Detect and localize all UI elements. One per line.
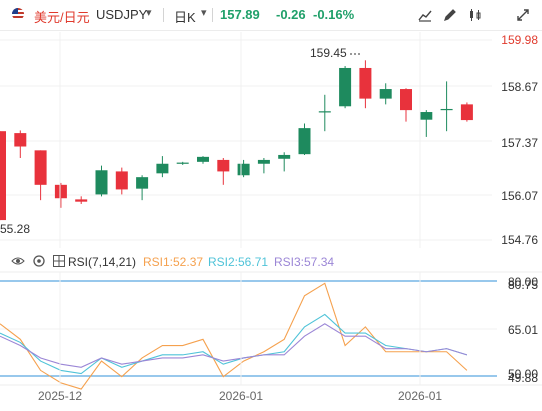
- rsi1-value: RSI1:52.37: [143, 255, 204, 269]
- chevron-down-icon[interactable]: ▾: [146, 7, 152, 19]
- pair-code[interactable]: USDJPY: [96, 7, 148, 22]
- rsi3-value: RSI3:57.34: [274, 255, 335, 269]
- indicator-name[interactable]: RSI(7,14,21): [68, 255, 137, 269]
- header-divider: [163, 8, 164, 22]
- rsi-axis-label: 49.88: [507, 371, 538, 385]
- candle-up: [379, 89, 392, 99]
- price-axis-label: 154.76: [501, 233, 538, 247]
- candle-up: [136, 177, 149, 189]
- usd-flag-icon: [12, 8, 24, 20]
- candle-down: [14, 133, 27, 147]
- header-divider-line: [0, 30, 542, 31]
- rsi1-line: [0, 282, 468, 390]
- candle-up: [318, 111, 331, 113]
- candle-up: [298, 128, 311, 155]
- rsi-axis-label: 80.75: [507, 278, 538, 292]
- fullscreen-icon[interactable]: [512, 4, 534, 26]
- candle-up: [197, 156, 209, 162]
- candle-down: [400, 89, 412, 111]
- eye-icon[interactable]: [11, 254, 25, 268]
- candle-up: [420, 112, 433, 120]
- chevron-down-icon[interactable]: ▾: [201, 7, 207, 19]
- candle-down: [75, 199, 88, 202]
- x-axis-label: 2026-01: [398, 389, 443, 403]
- last-price: 157.89: [220, 7, 260, 22]
- candle-down: [460, 104, 473, 121]
- candle-down: [217, 159, 230, 172]
- x-axis-label: 2025-12: [38, 389, 83, 403]
- candle-down: [359, 67, 372, 99]
- high-price-marker: 159.45: [310, 46, 347, 60]
- candle-down: [54, 184, 67, 199]
- rsi2-value: RSI2:56.71: [208, 255, 269, 269]
- candle-up: [156, 163, 169, 174]
- header-divider: [212, 8, 213, 22]
- candle-up: [440, 108, 453, 111]
- price-axis-label: 157.37: [501, 136, 538, 150]
- price-axis-label: 158.67: [501, 80, 538, 94]
- rsi-axis-label: 80.00: [507, 275, 538, 289]
- candle-up: [257, 159, 270, 164]
- candle-up: [278, 154, 291, 159]
- rsi-axis-label: 50.00: [507, 367, 538, 381]
- candle-up: [339, 67, 352, 107]
- period-selector[interactable]: 日K: [174, 10, 196, 25]
- pair-cn-name[interactable]: 美元/日元: [34, 10, 90, 25]
- pen-icon[interactable]: [439, 4, 461, 26]
- indicator-toolbar: RSI(7,14,21) RSI1:52.37 RSI2:56.71 RSI3:…: [0, 252, 542, 270]
- x-axis-label: 2026-01: [219, 389, 264, 403]
- price-change: -0.26: [276, 7, 306, 22]
- rsi-axis-label: 65.01: [507, 323, 538, 337]
- candle-down: [34, 150, 47, 185]
- candle-settings-icon[interactable]: [464, 4, 486, 26]
- rsi3-line: [0, 323, 468, 368]
- price-change-pct: -0.16%: [313, 7, 355, 22]
- rsi2-line: [0, 313, 468, 375]
- candle-up: [176, 162, 189, 164]
- candle-up: [95, 170, 108, 195]
- candle-down: [0, 131, 6, 221]
- candle-up: [237, 163, 250, 176]
- price-axis-label: 156.07: [501, 189, 538, 203]
- chart-header: 美元/日元 USDJPY ▾ 日K ▾ 157.89 -0.26 -0.16%: [0, 0, 542, 30]
- price-axis-label: 159.98: [501, 33, 538, 47]
- candle-down: [115, 171, 128, 190]
- grid-icon[interactable]: [52, 254, 66, 268]
- drawing-tool-icon[interactable]: [414, 4, 436, 26]
- low-price-marker: 55.28: [0, 222, 31, 236]
- gear-icon[interactable]: [32, 254, 46, 268]
